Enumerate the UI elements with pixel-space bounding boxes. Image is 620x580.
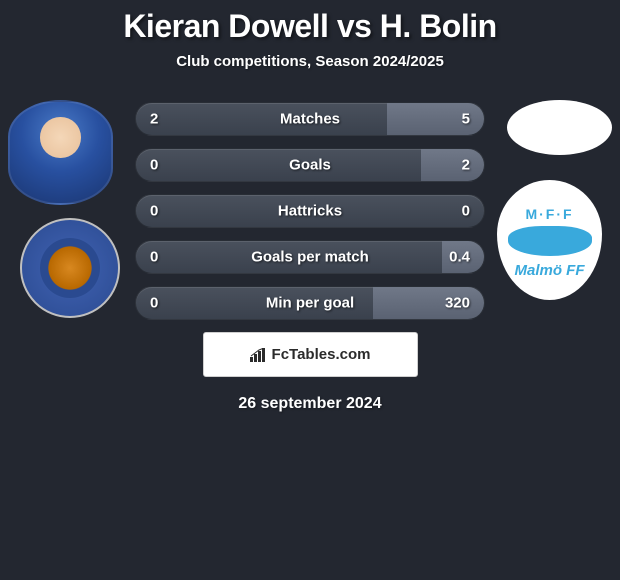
stat-label: Goals <box>136 157 484 174</box>
stat-label: Goals per match <box>136 249 484 266</box>
club1-badge-inner <box>40 238 100 298</box>
comparison-title: Kieran Dowell vs H. Bolin <box>0 0 620 45</box>
source-badge: FcTables.com <box>203 332 418 377</box>
club2-badge: M·F·F Malmö FF <box>497 180 602 300</box>
player2-avatar <box>507 100 612 155</box>
club2-wave-icon <box>508 226 592 256</box>
stat-row: 25Matches <box>135 102 485 136</box>
stat-row: 02Goals <box>135 148 485 182</box>
club1-badge <box>20 218 120 318</box>
player2-name: H. Bolin <box>380 8 497 44</box>
player1-name: Kieran Dowell <box>123 8 328 44</box>
player1-avatar <box>8 100 113 205</box>
subtitle: Club competitions, Season 2024/2025 <box>0 53 620 70</box>
club2-initials: M·F·F <box>525 206 573 222</box>
source-brand: FcTables.com <box>272 346 371 363</box>
vs-text: vs <box>337 8 372 44</box>
stat-label: Matches <box>136 111 484 128</box>
stat-label: Hattricks <box>136 203 484 220</box>
date-text: 26 september 2024 <box>0 395 620 413</box>
stat-row: 00Hattricks <box>135 194 485 228</box>
stat-row: 0320Min per goal <box>135 286 485 320</box>
club2-name: Malmö FF <box>515 262 585 279</box>
stat-row: 00.4Goals per match <box>135 240 485 274</box>
stat-label: Min per goal <box>136 295 484 312</box>
main-area: M·F·F Malmö FF 25Matches 02Goals 00Hattric… <box>0 100 620 320</box>
stats-container: 25Matches 02Goals 00Hattricks 00.4Goals per… <box>135 100 485 320</box>
chart-bars-icon <box>250 348 268 362</box>
